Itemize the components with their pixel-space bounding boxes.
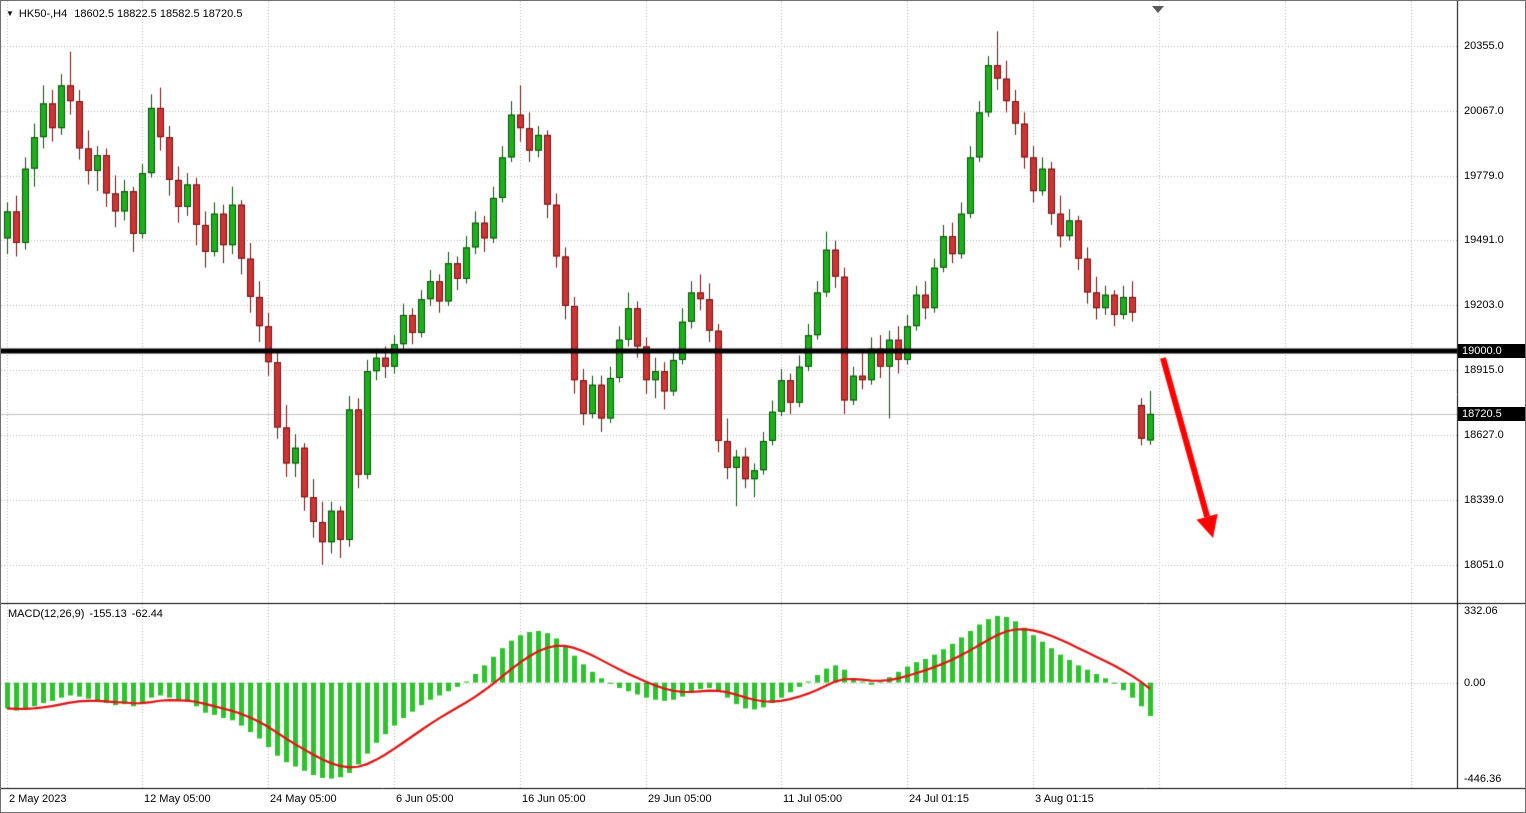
macd-axis-label: -446.36 (1464, 772, 1502, 785)
time-axis-label: 16 Jun 05:00 (522, 793, 586, 805)
chart-shift-marker-icon[interactable] (1152, 6, 1164, 13)
macd-axis-label: 332.06 (1464, 605, 1498, 618)
macd-axis[interactable]: 332.06 0.00 -446.36 (1458, 603, 1525, 788)
time-axis-label: 11 Jul 05:00 (783, 793, 843, 805)
price-axis-label: 19491.0 (1464, 234, 1504, 247)
current-price-badge: 18720.5 (1458, 406, 1525, 421)
symbol-legend: ▼ HK50-,H4 18602.5 18822.5 18582.5 18720.5 (6, 8, 242, 20)
symbol-dropdown-icon[interactable]: ▼ (6, 9, 14, 18)
ohlc-values: 18602.5 18822.5 18582.5 18720.5 (74, 8, 243, 20)
time-axis-label: 12 May 05:00 (144, 793, 211, 805)
price-axis-label: 18051.0 (1464, 558, 1504, 571)
macd-main-value: -155.13 (89, 608, 127, 620)
price-axis-label: 20067.0 (1464, 104, 1504, 117)
time-axis-label: 6 Jun 05:00 (396, 793, 454, 805)
price-axis-label: 18339.0 (1464, 493, 1504, 506)
macd-signal-value: -62.44 (131, 608, 163, 620)
time-axis-label: 24 Jul 01:15 (909, 793, 969, 805)
macd-axis-label: 0.00 (1464, 676, 1486, 689)
time-axis[interactable]: 2 May 2023 12 May 05:00 24 May 05:00 6 Jun … (1, 788, 1525, 812)
price-axis-label: 18915.0 (1464, 364, 1504, 377)
time-axis-label: 2 May 2023 (9, 793, 67, 805)
macd-indicator-label: MACD(12,26,9) (8, 608, 85, 620)
price-axis[interactable]: 20355.0 20067.0 19779.0 19491.0 19203.0 18915… (1458, 1, 1525, 603)
time-axis-label: 29 Jun 05:00 (648, 793, 712, 805)
hline-price-badge: 19000.0 (1458, 343, 1525, 358)
time-axis-label: 24 May 05:00 (270, 793, 337, 805)
price-axis-label: 19779.0 (1464, 169, 1504, 182)
price-axis-label: 20355.0 (1464, 40, 1504, 52)
time-axis-label: 3 Aug 01:15 (1035, 793, 1094, 805)
price-axis-label: 19203.0 (1464, 299, 1504, 312)
macd-legend: MACD(12,26,9) -155.13 -62.44 (8, 608, 168, 620)
price-axis-label: 18627.0 (1464, 428, 1504, 441)
symbol-period-label: HK50-,H4 (18, 8, 68, 20)
